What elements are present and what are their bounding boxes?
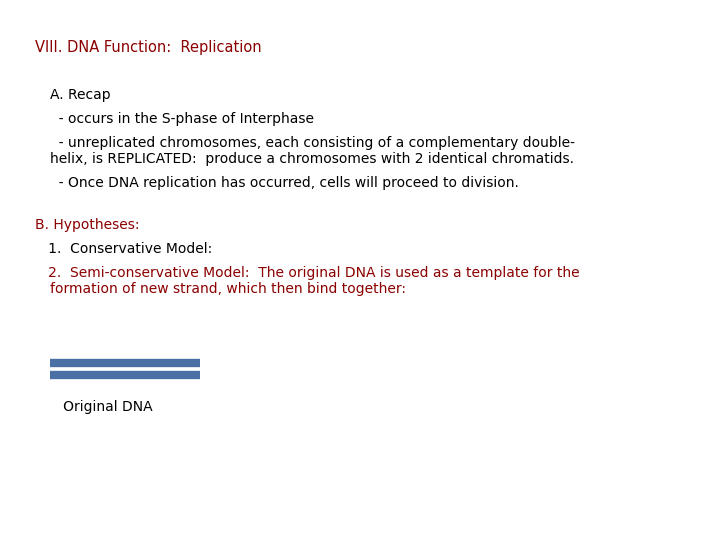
Text: formation of new strand, which then bind together:: formation of new strand, which then bind… [50, 282, 406, 296]
Text: Original DNA: Original DNA [50, 400, 153, 414]
Text: 2.  Semi-conservative Model:  The original DNA is used as a template for the: 2. Semi-conservative Model: The original… [35, 266, 580, 280]
Text: - unreplicated chromosomes, each consisting of a complementary double-: - unreplicated chromosomes, each consist… [50, 136, 575, 150]
Text: - Once DNA replication has occurred, cells will proceed to division.: - Once DNA replication has occurred, cel… [50, 176, 519, 190]
Text: - occurs in the S-phase of Interphase: - occurs in the S-phase of Interphase [50, 112, 314, 126]
Text: A. Recap: A. Recap [50, 88, 111, 102]
Text: helix, is REPLICATED:  produce a chromosomes with 2 identical chromatids.: helix, is REPLICATED: produce a chromoso… [50, 152, 574, 166]
Text: 1.  Conservative Model:: 1. Conservative Model: [35, 242, 212, 256]
Text: B. Hypotheses:: B. Hypotheses: [35, 218, 140, 232]
Text: VIII. DNA Function:  Replication: VIII. DNA Function: Replication [35, 40, 261, 55]
